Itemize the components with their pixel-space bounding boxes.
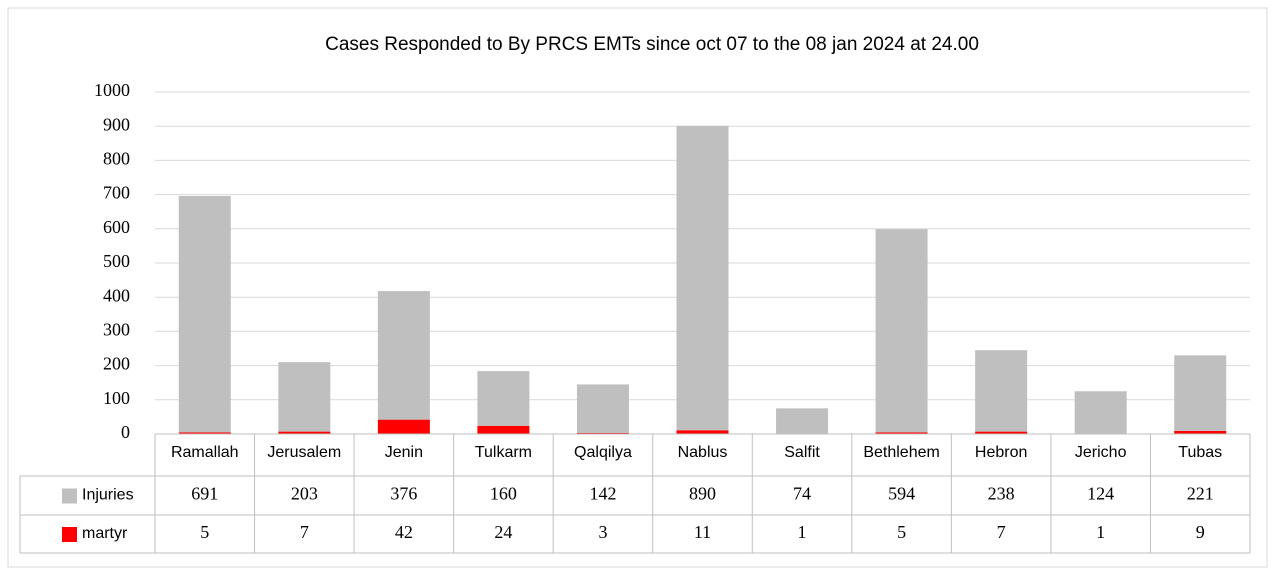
table-cell: 7: [997, 522, 1006, 542]
y-tick-label: 1000: [94, 80, 130, 100]
bar: [676, 430, 729, 434]
legend-swatch: [62, 488, 77, 504]
x-tick-label: Salfit: [784, 444, 820, 461]
bar: [278, 362, 331, 432]
y-tick-label: 100: [103, 388, 130, 408]
bar: [1074, 391, 1127, 434]
x-tick-label: Jericho: [1075, 444, 1127, 461]
bar: [178, 195, 231, 433]
x-tick-label: Tulkarm: [475, 444, 532, 461]
y-tick-label: 500: [103, 251, 130, 271]
bar: [1174, 430, 1227, 434]
y-tick-label: 700: [103, 183, 130, 203]
table-cell: 24: [494, 522, 512, 542]
legend-label: Injuries: [82, 487, 134, 504]
x-tick-label: Ramallah: [171, 444, 239, 461]
x-tick-label: Qalqilya: [574, 444, 632, 461]
x-tick-label: Nablus: [678, 444, 728, 461]
legend-swatch: [62, 527, 77, 542]
table-cell: 238: [988, 484, 1015, 504]
bar: [975, 431, 1028, 434]
x-tick-label: Jenin: [385, 444, 423, 461]
table-cell: 691: [191, 484, 218, 504]
bar: [576, 384, 629, 433]
y-tick-label: 600: [103, 217, 130, 237]
table-cell: 5: [897, 522, 906, 542]
table-cell: 142: [589, 484, 616, 504]
table-cell: 160: [490, 484, 517, 504]
bar: [1174, 355, 1227, 431]
x-tick-label: Bethlehem: [863, 444, 940, 461]
y-tick-label: 900: [103, 114, 130, 134]
bar: [178, 432, 231, 434]
table-cell: 5: [200, 522, 209, 542]
bar: [377, 419, 430, 434]
table-cell: 594: [888, 484, 915, 504]
chart-title: Cases Responded to By PRCS EMTs since oc…: [325, 34, 979, 55]
bar: [477, 371, 530, 426]
table-cell: 124: [1087, 484, 1114, 504]
bar: [278, 431, 331, 434]
table-cell: 9: [1196, 522, 1205, 542]
table-cell: 203: [291, 484, 318, 504]
y-tick-label: 400: [103, 285, 130, 305]
table-cell: 376: [390, 484, 417, 504]
x-tick-label: Hebron: [975, 444, 1027, 461]
y-tick-label: 0: [121, 422, 130, 442]
table-cell: 221: [1187, 484, 1214, 504]
table-cell: 890: [689, 484, 716, 504]
bar: [377, 291, 430, 420]
y-tick-label: 200: [103, 354, 130, 374]
bar: [676, 125, 729, 431]
legend-label: martyr: [82, 525, 128, 542]
table-cell: 1: [1096, 522, 1105, 542]
bar: [477, 425, 530, 434]
table-cell: 74: [793, 484, 811, 504]
table-cell: 3: [598, 522, 607, 542]
bar: [776, 408, 829, 434]
bar: [576, 432, 629, 434]
x-tick-label: Jerusalem: [267, 444, 341, 461]
table-cell: 7: [300, 522, 309, 542]
y-tick-label: 300: [103, 320, 130, 340]
table-cell: 11: [694, 522, 711, 542]
table-cell: 42: [395, 522, 413, 542]
bar: [975, 350, 1028, 432]
bar: [875, 229, 928, 433]
x-tick-label: Tubas: [1178, 444, 1222, 461]
table-cell: 1: [798, 522, 807, 542]
y-tick-label: 800: [103, 149, 130, 169]
bar: [875, 432, 928, 434]
